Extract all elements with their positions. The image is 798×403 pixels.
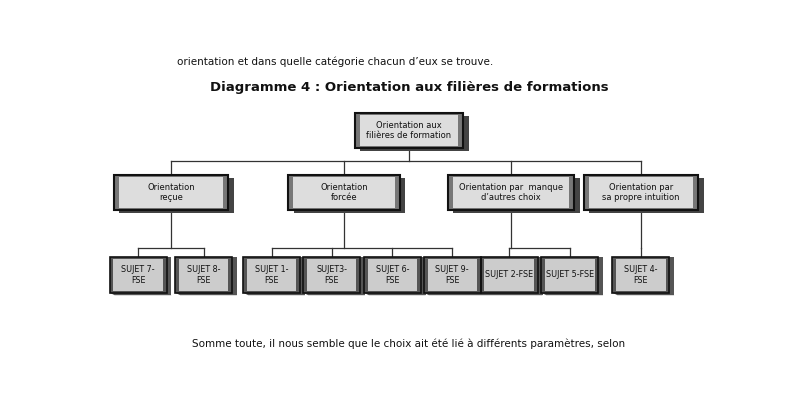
Text: Orientation
reçue: Orientation reçue bbox=[147, 183, 195, 202]
FancyBboxPatch shape bbox=[307, 259, 357, 291]
FancyBboxPatch shape bbox=[452, 177, 570, 208]
Text: SUJET 6-
FSE: SUJET 6- FSE bbox=[376, 265, 409, 285]
Polygon shape bbox=[248, 260, 305, 295]
FancyBboxPatch shape bbox=[364, 257, 421, 293]
Text: Orientation par  manque
d’autres choix: Orientation par manque d’autres choix bbox=[459, 183, 563, 202]
Polygon shape bbox=[243, 293, 305, 295]
FancyBboxPatch shape bbox=[545, 259, 595, 291]
Text: SUJET 5-FSE: SUJET 5-FSE bbox=[546, 270, 594, 279]
Text: SUJET3-
FSE: SUJET3- FSE bbox=[316, 265, 347, 285]
Polygon shape bbox=[303, 293, 365, 295]
Text: Diagramme 4 : Orientation aux filières de formations: Diagramme 4 : Orientation aux filières d… bbox=[210, 81, 608, 94]
Polygon shape bbox=[612, 293, 674, 295]
FancyBboxPatch shape bbox=[368, 259, 417, 291]
Polygon shape bbox=[486, 260, 543, 295]
Polygon shape bbox=[541, 293, 603, 295]
Polygon shape bbox=[618, 260, 674, 295]
FancyBboxPatch shape bbox=[179, 259, 228, 291]
FancyBboxPatch shape bbox=[480, 257, 538, 293]
Polygon shape bbox=[480, 293, 543, 295]
Polygon shape bbox=[308, 260, 365, 295]
FancyBboxPatch shape bbox=[109, 257, 167, 293]
FancyBboxPatch shape bbox=[484, 259, 534, 291]
Text: Orientation aux
filières de formation: Orientation aux filières de formation bbox=[366, 121, 452, 140]
Polygon shape bbox=[538, 257, 543, 295]
FancyBboxPatch shape bbox=[119, 178, 234, 213]
Text: SUJET 2-FSE: SUJET 2-FSE bbox=[485, 270, 533, 279]
Text: SUJET 7-
FSE: SUJET 7- FSE bbox=[121, 265, 155, 285]
Text: orientation et dans quelle catégorie chacun d’eux se trouve.: orientation et dans quelle catégorie cha… bbox=[176, 56, 493, 66]
FancyBboxPatch shape bbox=[243, 257, 300, 293]
Polygon shape bbox=[115, 260, 172, 295]
Polygon shape bbox=[424, 293, 486, 295]
Polygon shape bbox=[598, 257, 603, 295]
Polygon shape bbox=[369, 260, 425, 295]
Text: Orientation
forcée: Orientation forcée bbox=[320, 183, 368, 202]
FancyBboxPatch shape bbox=[355, 113, 463, 148]
Polygon shape bbox=[421, 257, 425, 295]
FancyBboxPatch shape bbox=[113, 259, 163, 291]
Polygon shape bbox=[300, 257, 305, 295]
Text: SUJET 8-
FSE: SUJET 8- FSE bbox=[187, 265, 220, 285]
FancyBboxPatch shape bbox=[360, 115, 458, 146]
FancyBboxPatch shape bbox=[589, 178, 704, 213]
FancyBboxPatch shape bbox=[453, 178, 580, 213]
FancyBboxPatch shape bbox=[612, 257, 670, 293]
Polygon shape bbox=[429, 260, 486, 295]
FancyBboxPatch shape bbox=[294, 178, 405, 213]
Polygon shape bbox=[547, 260, 603, 295]
FancyBboxPatch shape bbox=[541, 257, 598, 293]
Polygon shape bbox=[180, 260, 237, 295]
FancyBboxPatch shape bbox=[424, 257, 480, 293]
FancyBboxPatch shape bbox=[361, 116, 468, 151]
FancyBboxPatch shape bbox=[288, 175, 400, 210]
Text: SUJET 4-
FSE: SUJET 4- FSE bbox=[624, 265, 658, 285]
Polygon shape bbox=[480, 257, 486, 295]
Text: Orientation par
sa propre intuition: Orientation par sa propre intuition bbox=[602, 183, 680, 202]
Polygon shape bbox=[167, 257, 172, 295]
FancyBboxPatch shape bbox=[113, 175, 228, 210]
FancyBboxPatch shape bbox=[303, 257, 360, 293]
FancyBboxPatch shape bbox=[428, 259, 477, 291]
Text: SUJET 9-
FSE: SUJET 9- FSE bbox=[436, 265, 469, 285]
Polygon shape bbox=[670, 257, 674, 295]
Polygon shape bbox=[360, 257, 365, 295]
Polygon shape bbox=[109, 293, 172, 295]
FancyBboxPatch shape bbox=[448, 175, 575, 210]
Text: Somme toute, il nous semble que le choix ait été lié à différents paramètres, se: Somme toute, il nous semble que le choix… bbox=[192, 338, 626, 349]
FancyBboxPatch shape bbox=[589, 177, 693, 208]
FancyBboxPatch shape bbox=[119, 177, 223, 208]
FancyBboxPatch shape bbox=[583, 175, 698, 210]
FancyBboxPatch shape bbox=[247, 259, 296, 291]
Polygon shape bbox=[364, 293, 425, 295]
FancyBboxPatch shape bbox=[176, 257, 232, 293]
Text: SUJET 1-
FSE: SUJET 1- FSE bbox=[255, 265, 288, 285]
Polygon shape bbox=[232, 257, 237, 295]
FancyBboxPatch shape bbox=[294, 177, 395, 208]
FancyBboxPatch shape bbox=[616, 259, 666, 291]
Polygon shape bbox=[176, 293, 237, 295]
